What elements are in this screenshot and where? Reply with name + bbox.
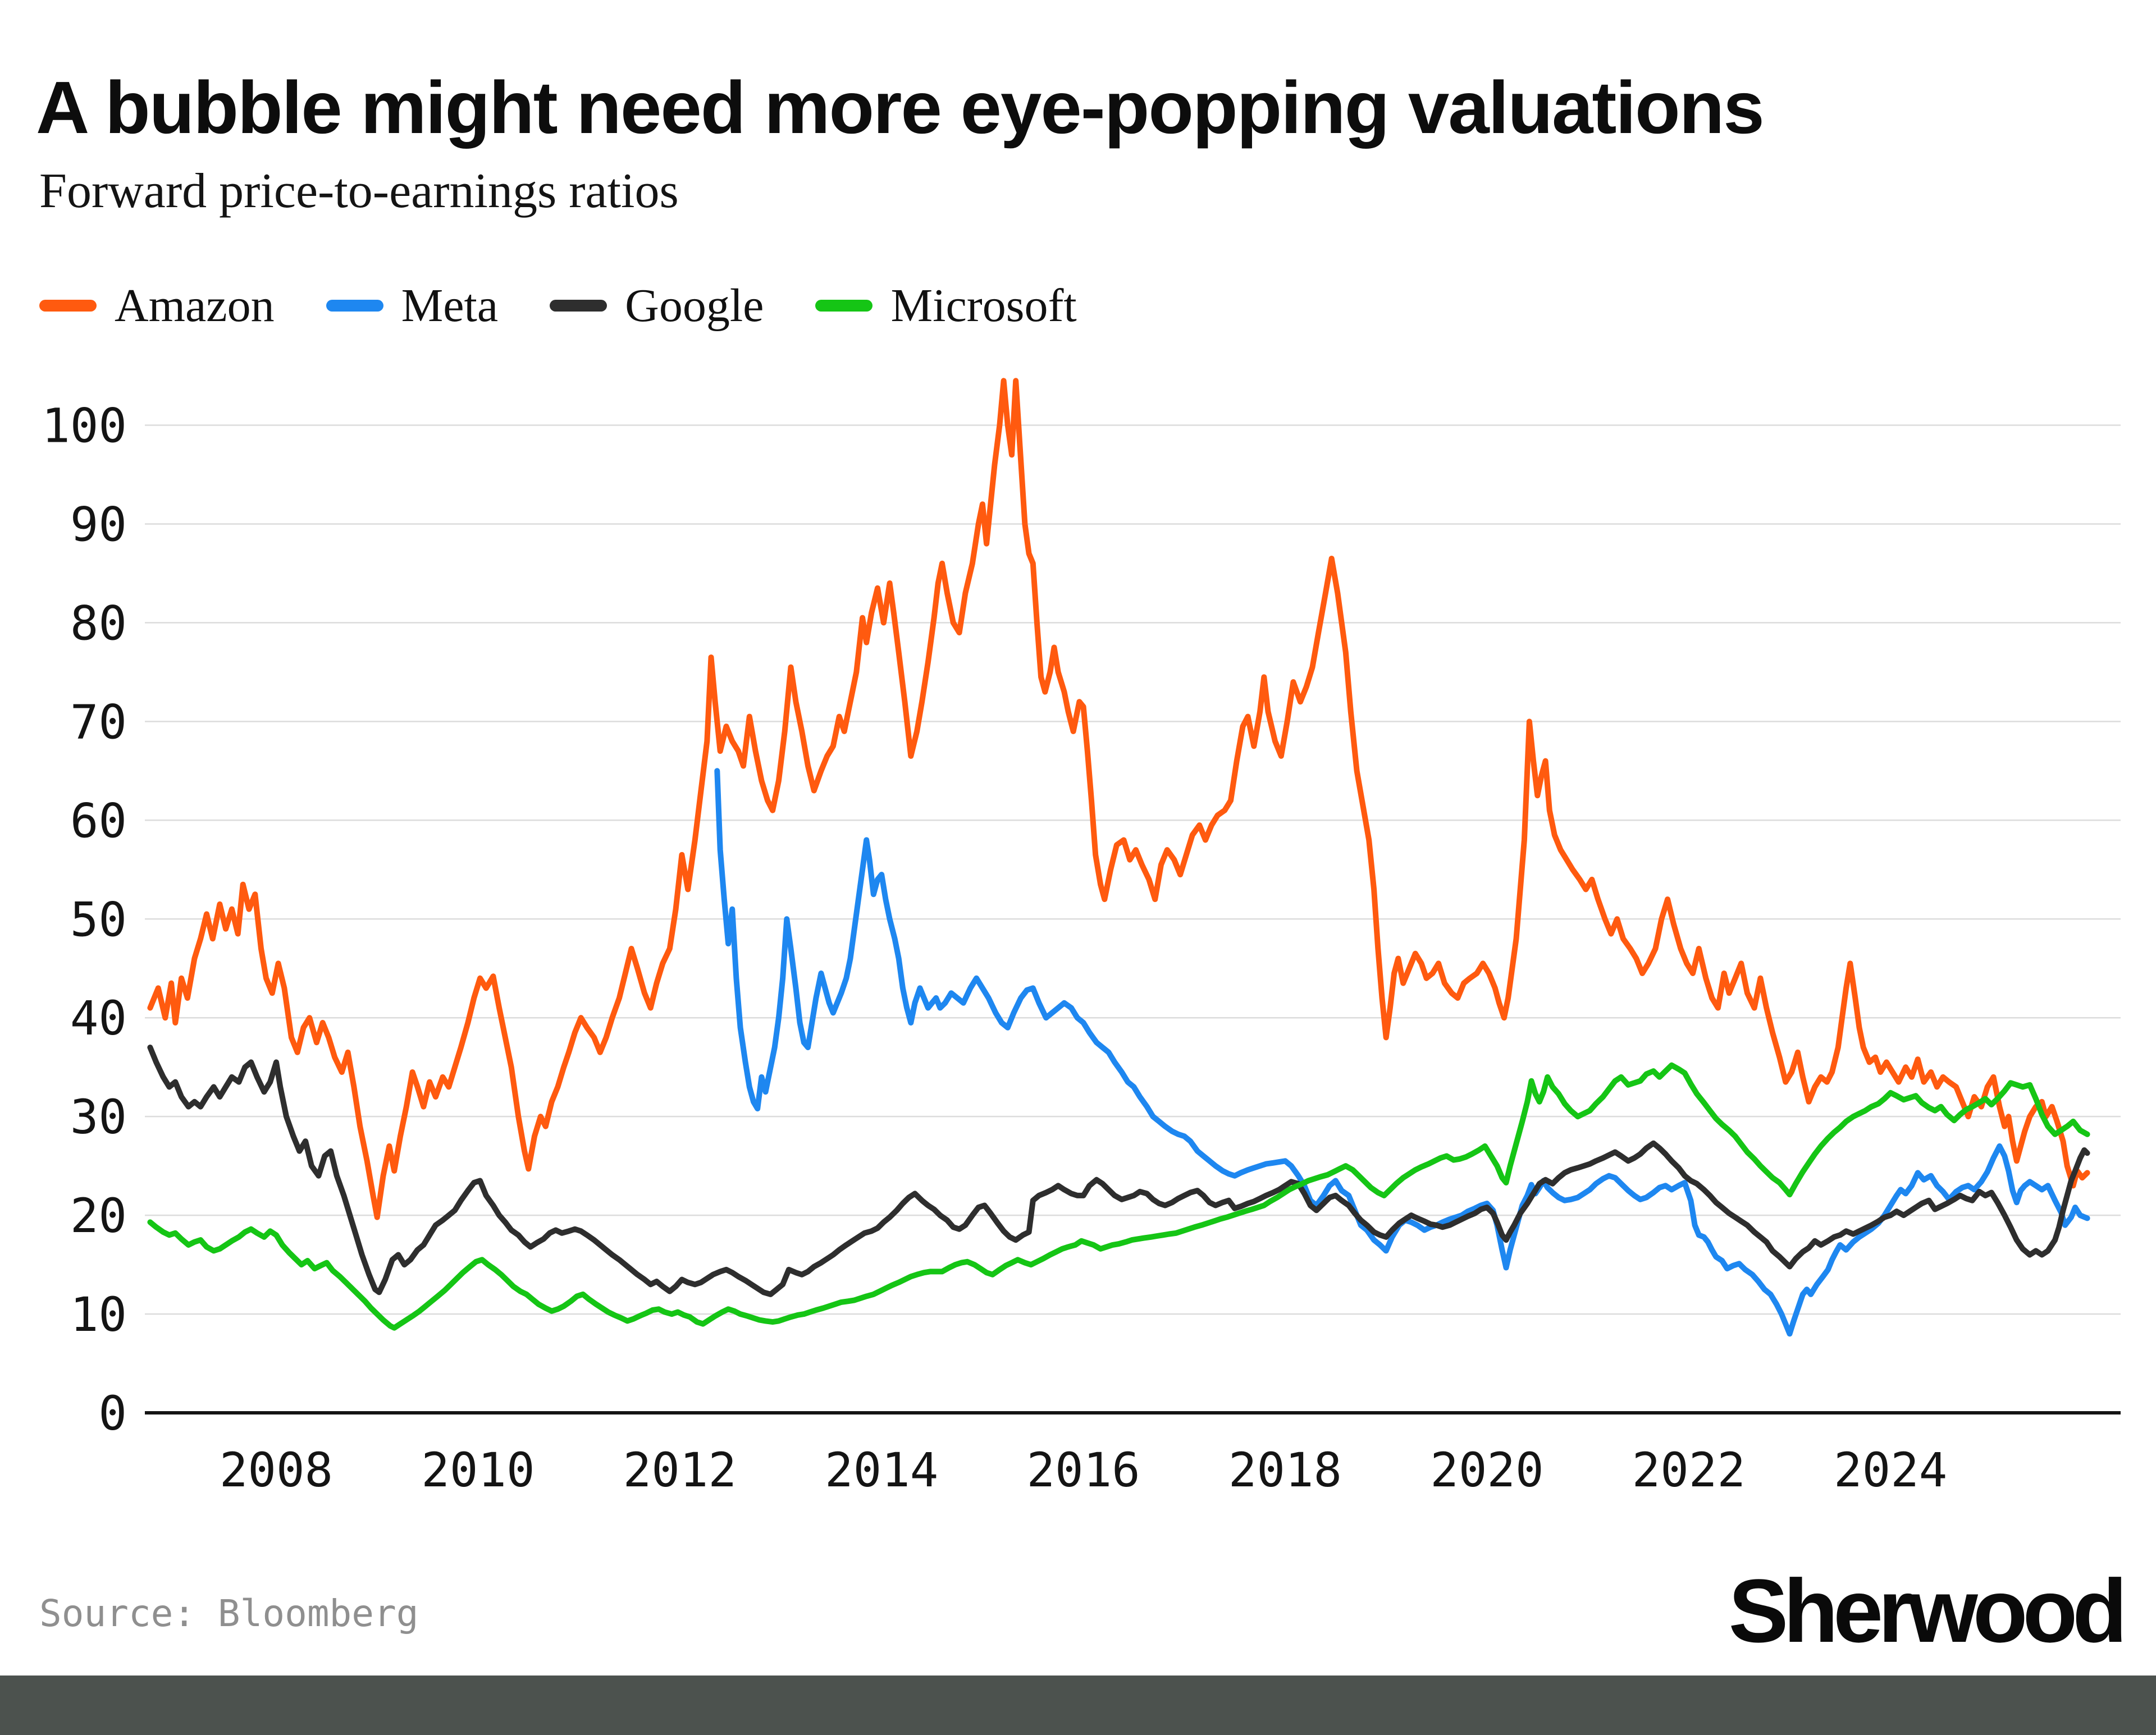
legend-label: Amazon — [115, 280, 275, 332]
legend-label: Microsoft — [890, 280, 1077, 332]
y-tick-label: 60 — [70, 793, 127, 848]
series-line-amazon — [147, 378, 2090, 1220]
legend-item-amazon: Amazon — [39, 278, 275, 333]
x-tick-label: 2012 — [623, 1443, 737, 1498]
x-tick-label: 2024 — [1834, 1443, 1947, 1498]
x-tick-label: 2018 — [1228, 1443, 1342, 1498]
chart-legend: Amazon Meta Google Microsoft — [39, 278, 1077, 333]
x-tick-label: 2016 — [1026, 1443, 1140, 1498]
y-tick-label: 40 — [70, 991, 127, 1046]
legend-label: Meta — [401, 280, 499, 332]
page-title: A bubble might need more eye-popping val… — [36, 66, 1765, 149]
y-tick-label: 20 — [70, 1188, 127, 1243]
legend-swatch-google — [550, 300, 607, 312]
legend-item-microsoft: Microsoft — [815, 278, 1077, 333]
chart-subtitle: Forward price-to-earnings ratios — [39, 164, 679, 218]
y-tick-label: 10 — [70, 1287, 127, 1342]
x-tick-label: 2022 — [1632, 1443, 1746, 1498]
legend-swatch-microsoft — [815, 300, 873, 312]
y-tick-label: 100 — [42, 399, 127, 454]
legend-label: Google — [625, 280, 764, 332]
legend-item-meta: Meta — [326, 278, 499, 333]
bottom-bar — [0, 1676, 2156, 1735]
y-tick-label: 0 — [98, 1386, 127, 1441]
legend-item-google: Google — [550, 278, 764, 333]
y-tick-label: 50 — [70, 892, 127, 947]
series-line-meta — [714, 768, 2090, 1337]
x-tick-label: 2020 — [1430, 1443, 1543, 1498]
source-label: Source: Bloomberg — [39, 1592, 419, 1635]
legend-swatch-amazon — [39, 300, 97, 312]
y-tick-label: 30 — [70, 1089, 127, 1145]
series-line-microsoft — [147, 1062, 2090, 1331]
y-tick-label: 90 — [70, 497, 127, 552]
legend-swatch-meta — [326, 300, 383, 312]
x-tick-label: 2014 — [825, 1443, 938, 1498]
x-tick-label: 2010 — [421, 1443, 535, 1498]
series-line-google — [147, 1045, 2090, 1297]
y-tick-label: 80 — [70, 596, 127, 651]
sherwood-logo: Sherwood — [1728, 1560, 2127, 1661]
y-tick-label: 70 — [70, 694, 127, 749]
x-tick-label: 2008 — [220, 1443, 333, 1498]
